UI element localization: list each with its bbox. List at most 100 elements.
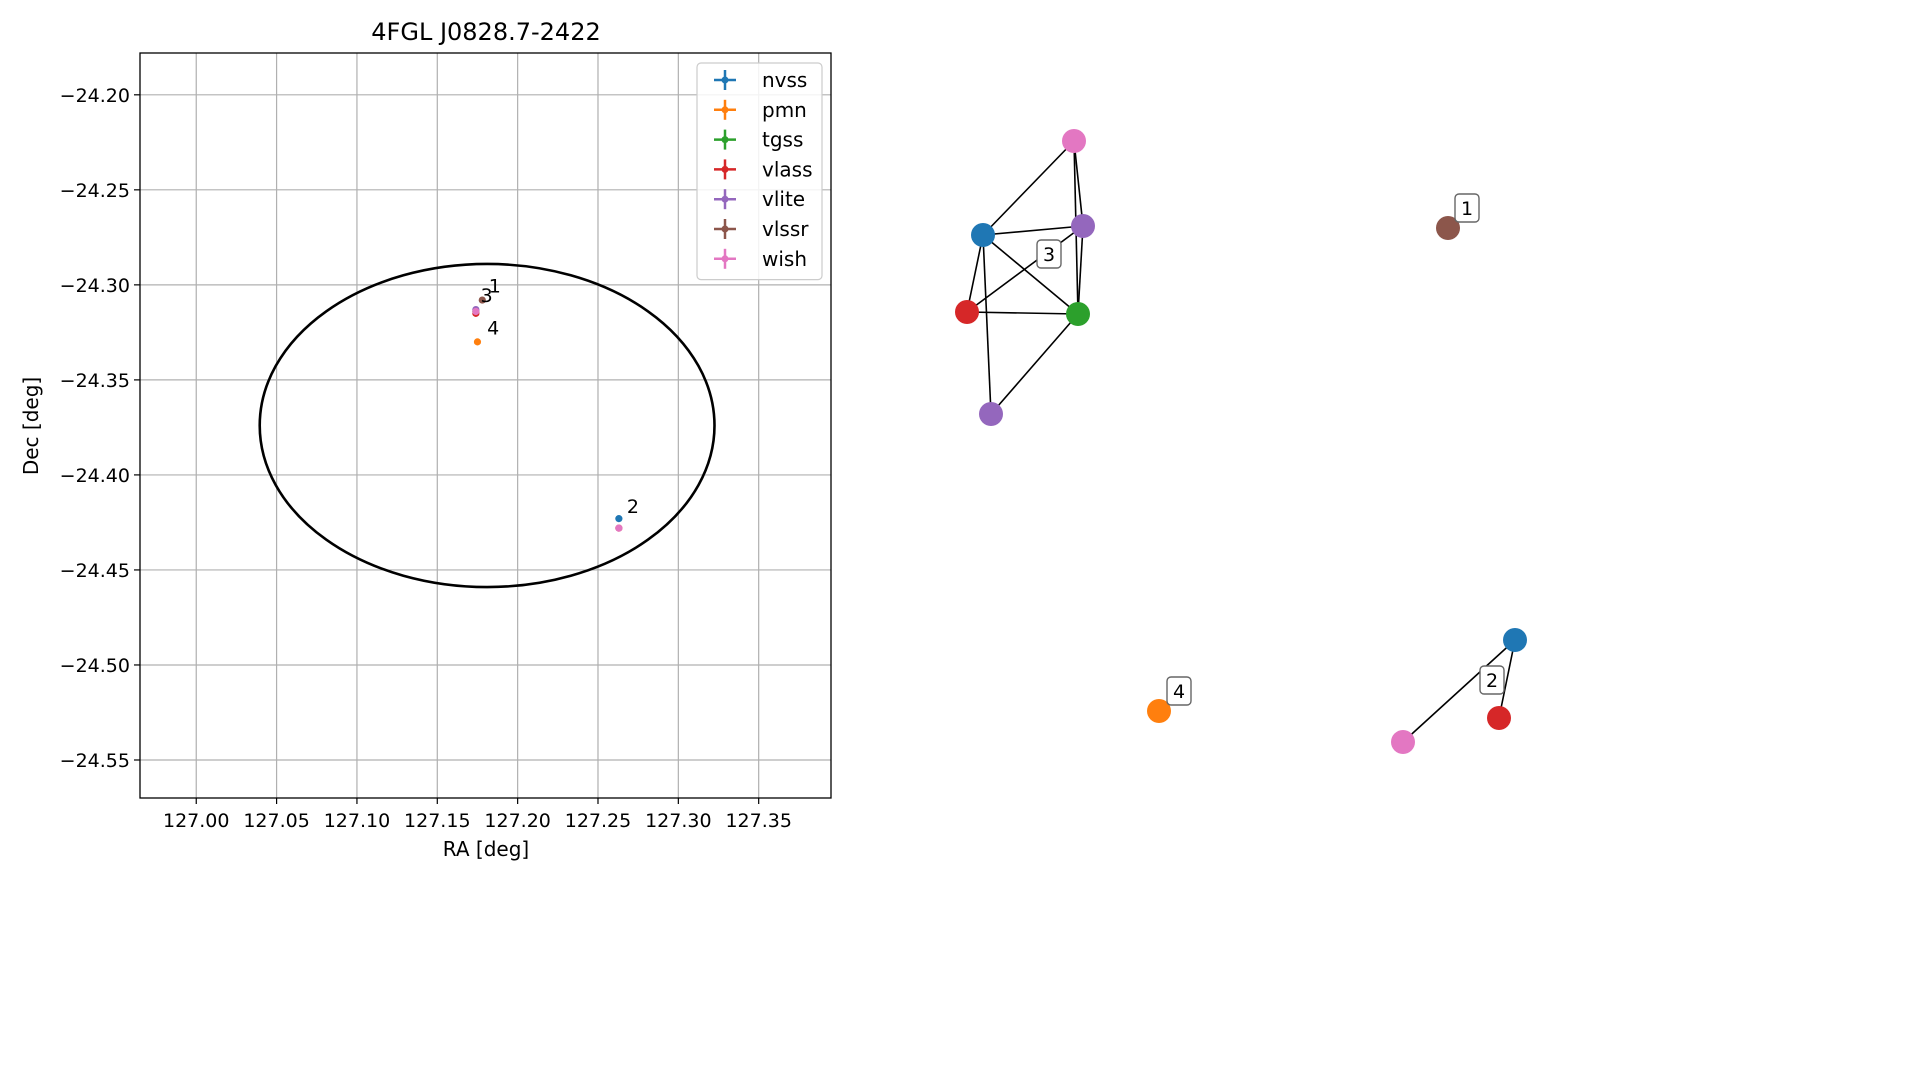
legend-label: pmn [762, 98, 807, 122]
y-tick-label: −24.45 [60, 560, 130, 582]
graph-edge [982, 140, 1075, 236]
annotation-label: 2 [627, 496, 639, 518]
graph-edge [966, 225, 1084, 313]
uncertainty-ellipse [258, 262, 716, 589]
point-wish [615, 524, 623, 532]
legend-label: vlssr [762, 217, 809, 241]
legend-label: vlite [762, 187, 805, 211]
source-annotations: 13 4 2 [481, 275, 639, 517]
graph-edge [1402, 639, 1516, 743]
graph-edges [966, 140, 1516, 743]
graph-edge [982, 234, 1079, 315]
graph-edge [1073, 140, 1084, 227]
cluster-label-box [1166, 676, 1192, 706]
graph-node-vlite [1071, 214, 1095, 238]
legend-marker-dot [721, 195, 729, 203]
y-tick-label: −24.20 [60, 85, 130, 107]
cluster-label-text: 1 [1461, 198, 1473, 220]
graph-node-pmn [1147, 699, 1171, 723]
point-vlssr [478, 296, 486, 304]
legend-entry-nvss: nvss [714, 68, 807, 92]
cluster-label: 2 [1479, 665, 1505, 695]
legend-marker-dot [721, 136, 729, 144]
cluster-label: 3 [1036, 239, 1062, 269]
legend-marker-dot [721, 255, 729, 263]
graph-edge [990, 313, 1079, 415]
cluster-label-box [1036, 239, 1062, 269]
legend-marker-dot [721, 106, 729, 114]
legend-marker-dot [721, 76, 729, 84]
cluster-label: 4 [1166, 676, 1192, 706]
legend-label: vlass [762, 157, 813, 181]
graph-labels: 3 1 4 2 [1036, 193, 1505, 706]
legend-entry-vlass: vlass [714, 157, 813, 181]
y-axis-label: Dec [deg] [19, 377, 43, 475]
x-axis-label: RA [deg] [443, 837, 529, 861]
cluster-label-text: 4 [1173, 681, 1185, 703]
graph-nodes [955, 129, 1527, 754]
sky-map-panel: 13 4 2 127.00 127.05 127.10 127.15 127.20 127.2… [19, 18, 832, 861]
x-tick-label: 127.35 [725, 810, 791, 832]
graph-node-nvss [971, 223, 995, 247]
legend-entry-vlite: vlite [714, 187, 805, 211]
source-points [472, 296, 623, 532]
cluster-label: 1 [1454, 193, 1480, 223]
cluster-label-box [1479, 665, 1505, 695]
match-graph-panel: 3 1 4 2 [955, 129, 1527, 754]
graph-edge [966, 311, 1079, 315]
graph-node-vlite [979, 402, 1003, 426]
chart-title: 4FGL J0828.7-2422 [371, 18, 600, 46]
y-axis-ticks: −24.20 −24.25 −24.30 −24.35 −24.40 −24.45 −24.… [60, 85, 140, 772]
graph-node-vlssr [1436, 216, 1460, 240]
graph-node-wish [1391, 730, 1415, 754]
legend-box [696, 62, 823, 281]
cluster-label-box [1454, 193, 1480, 223]
y-tick-label: −24.40 [60, 465, 130, 487]
legend-marker-dot [721, 165, 729, 173]
annotation-label: 4 [487, 317, 499, 339]
x-tick-label: 127.30 [645, 810, 711, 832]
x-tick-label: 127.05 [243, 810, 309, 832]
point-pmn [473, 338, 482, 346]
legend-entry-tgss: tgss [714, 128, 803, 152]
y-tick-label: −24.25 [60, 180, 130, 202]
graph-node-nvss [1503, 628, 1527, 652]
cluster-label-text: 2 [1486, 670, 1498, 692]
graph-node-vlass [1487, 706, 1511, 730]
annotation-label: 1 [489, 275, 501, 297]
uncertainty-ellipse-layer [258, 262, 716, 589]
x-tick-label: 127.15 [404, 810, 470, 832]
x-tick-label: 127.10 [324, 810, 390, 832]
x-axis-ticks: 127.00 127.05 127.10 127.15 127.20 127.25 127.… [163, 798, 792, 832]
graph-node-wish [1062, 129, 1086, 153]
graph-edge [982, 225, 1084, 236]
legend-entry-wish: wish [714, 247, 807, 271]
point-nvss [615, 515, 623, 523]
legend-label: nvss [762, 68, 807, 92]
axes-frame [139, 52, 832, 799]
legend-entry-pmn: pmn [714, 98, 807, 122]
legend-label: wish [762, 247, 807, 271]
graph-edge [966, 234, 984, 313]
cluster-label-text: 3 [1043, 244, 1055, 266]
point-wish [472, 307, 480, 316]
legend-label: tgss [762, 128, 803, 152]
x-tick-label: 127.00 [163, 810, 229, 832]
graph-node-vlass [955, 300, 979, 324]
y-tick-label: −24.55 [60, 750, 130, 772]
legend-entry-vlssr: vlssr [714, 217, 809, 241]
graph-edge [982, 234, 992, 415]
legend: nvss pmn tgss vlass vlite vlssr wish [696, 62, 823, 281]
y-tick-label: −24.35 [60, 370, 130, 392]
annotation-label: 3 [481, 285, 493, 307]
grid [140, 53, 831, 798]
x-tick-label: 127.25 [565, 810, 631, 832]
graph-node-tgss [1066, 302, 1090, 326]
y-tick-label: −24.30 [60, 275, 130, 297]
y-tick-label: −24.50 [60, 655, 130, 677]
graph-edge [1077, 225, 1084, 315]
x-tick-label: 127.20 [484, 810, 550, 832]
graph-edge [1498, 639, 1516, 719]
legend-marker-dot [721, 225, 729, 233]
